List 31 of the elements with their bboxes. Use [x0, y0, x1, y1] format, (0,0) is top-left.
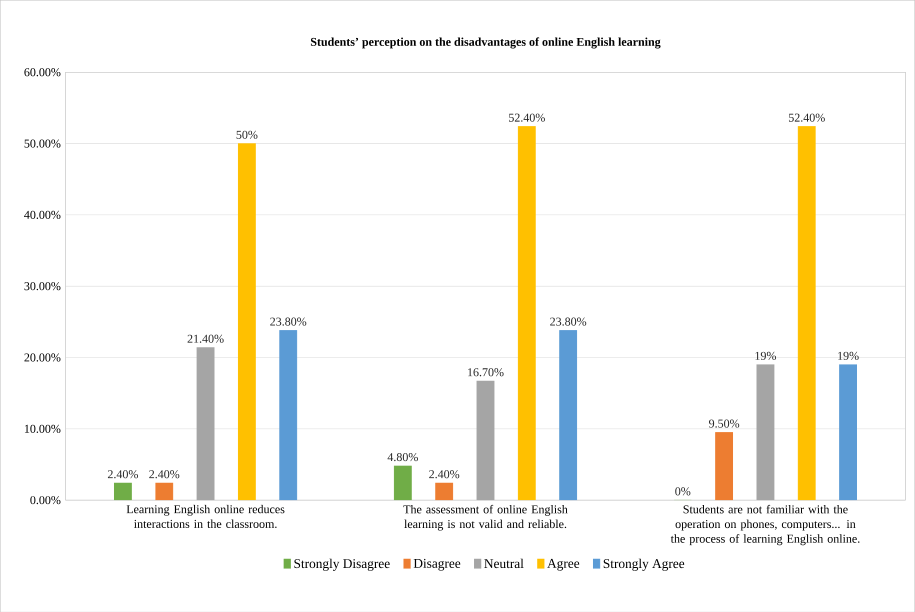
- data-label: 2.40%: [429, 470, 460, 478]
- legend-label: Agree: [547, 558, 580, 570]
- data-label: 21.40%: [188, 334, 224, 343]
- data-label: 50%: [236, 130, 258, 139]
- data-label: 19%: [838, 352, 859, 360]
- data-label: 19%: [755, 352, 776, 360]
- data-label: 52.40%: [788, 113, 825, 122]
- data-label: 52.40%: [509, 113, 545, 122]
- y-tick-label: 50.00%: [24, 139, 60, 148]
- x-tick-label: The assessment of online English learning is not valid and reliable.: [403, 504, 568, 530]
- y-tick-label: 60.00%: [24, 68, 60, 76]
- data-label: 0%: [675, 487, 690, 496]
- data-label: 2.40%: [108, 470, 138, 478]
- legend-label: Strongly Disagree: [294, 558, 390, 571]
- y-tick-label: 40.00%: [24, 210, 60, 219]
- data-label: 2.40%: [149, 470, 180, 478]
- y-tick-label: 30.00%: [24, 282, 60, 290]
- x-tick-label: Students are not familiar with the operation on phones, computers... in the process of learning English online.: [670, 504, 860, 546]
- x-tick-label: Learning English online reduces interactions in the classroom.: [126, 504, 284, 528]
- legend-label: Disagree: [414, 558, 460, 570]
- legend-label: Strongly Agree: [604, 558, 684, 571]
- chart-title: Students’ perception on the disadvantages of online English learning: [310, 37, 661, 48]
- data-label: 23.80%: [550, 317, 586, 326]
- legend-label: Neutral: [484, 558, 524, 568]
- data-label: 9.50%: [708, 419, 740, 428]
- y-tick-label: 10.00%: [24, 424, 60, 433]
- y-tick-label: 20.00%: [24, 353, 60, 362]
- data-label: 23.80%: [270, 317, 306, 326]
- data-label: 16.70%: [468, 368, 504, 376]
- y-tick-label: 0.00%: [30, 496, 60, 504]
- data-label: 4.80%: [388, 452, 418, 462]
